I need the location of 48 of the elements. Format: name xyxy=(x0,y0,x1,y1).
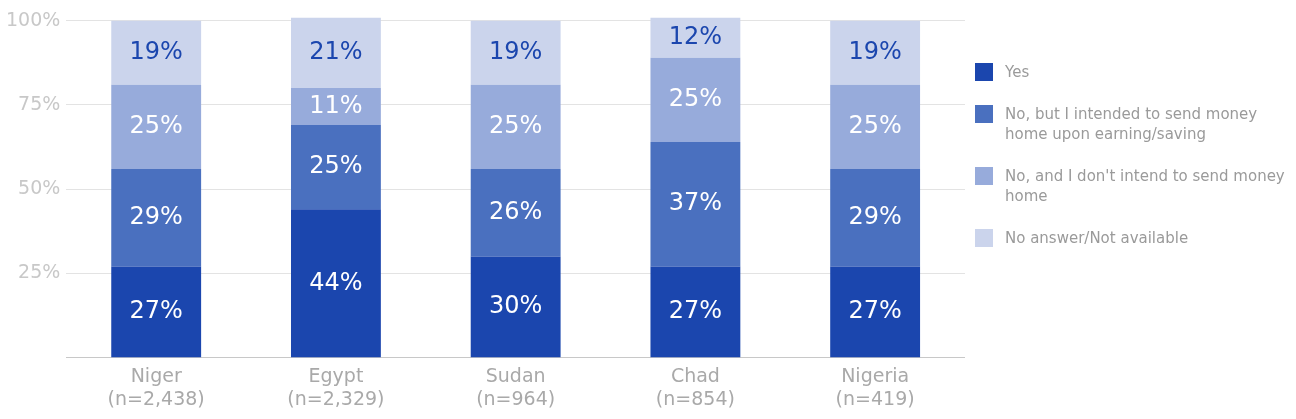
x-tick-label: Sudan (n=964) xyxy=(476,363,556,409)
legend-label: Yes xyxy=(1005,62,1030,82)
data-label: 25% xyxy=(129,111,183,140)
data-label: 25% xyxy=(668,84,723,113)
data-label: 25% xyxy=(309,151,363,180)
bar xyxy=(470,84,561,169)
data-label: 44% xyxy=(309,267,363,296)
data-label: 25% xyxy=(848,111,902,140)
data-label: 11% xyxy=(309,90,363,119)
bar xyxy=(470,168,561,257)
legend-label: No, and I don't intend to send money home xyxy=(1005,166,1285,206)
bar xyxy=(111,84,202,169)
bar xyxy=(650,57,741,142)
data-label: 29% xyxy=(848,201,902,230)
data-label: 27% xyxy=(848,296,902,325)
bar xyxy=(290,209,381,358)
bar xyxy=(111,168,202,267)
data-label: 12% xyxy=(668,21,723,50)
data-label: 19% xyxy=(488,36,543,65)
data-label: 21% xyxy=(309,36,363,65)
bar xyxy=(830,266,921,358)
bar xyxy=(470,20,561,85)
bar xyxy=(470,256,561,358)
bar xyxy=(111,20,202,85)
data-label: 27% xyxy=(129,296,183,325)
bar xyxy=(290,88,381,126)
bar xyxy=(830,20,921,85)
bar xyxy=(830,168,921,267)
bar xyxy=(650,266,741,358)
bar xyxy=(290,17,381,89)
x-tick-label: Niger (n=2,438) xyxy=(107,363,205,409)
bar xyxy=(830,84,921,169)
data-label: 37% xyxy=(668,188,723,217)
data-label: 27% xyxy=(668,296,723,325)
bar xyxy=(290,125,381,210)
data-label: 30% xyxy=(488,291,543,320)
data-label: 26% xyxy=(488,196,543,225)
data-label: 29% xyxy=(129,201,183,230)
bar xyxy=(111,266,202,358)
x-tick-label: Chad (n=854) xyxy=(655,363,735,409)
data-label: 19% xyxy=(848,36,902,65)
legend-label: No answer/Not available xyxy=(1005,228,1189,248)
x-tick-label: Nigeria (n=419) xyxy=(835,363,915,409)
bar xyxy=(650,141,741,267)
data-label: 19% xyxy=(129,36,183,65)
x-tick-label: Egypt (n=2,329) xyxy=(287,363,385,409)
data-label: 25% xyxy=(488,111,543,140)
legend-label: No, but I intended to send money home upon earning/saving xyxy=(1005,104,1259,144)
